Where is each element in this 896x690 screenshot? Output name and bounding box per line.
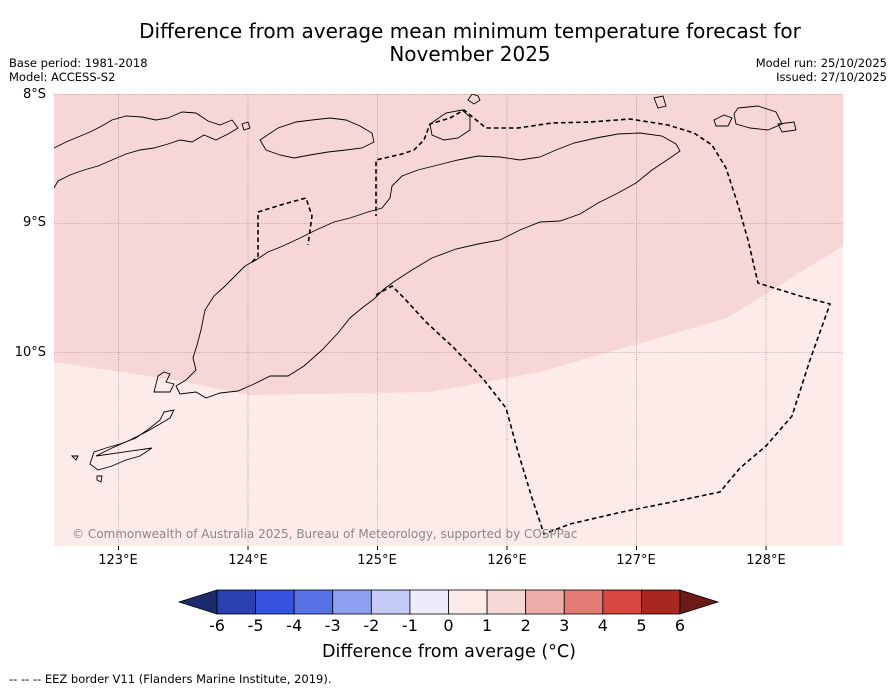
model-name: Model: ACCESS-S2 [9, 70, 116, 84]
eez-border [251, 109, 832, 536]
colorbar-tick-label: 1 [481, 616, 493, 635]
colorbar-extend-high [679, 589, 720, 615]
lon-label-123e: 123°E [98, 553, 138, 568]
title-line-1: Difference from average mean minimum tem… [139, 19, 801, 43]
map-title: Difference from average mean minimum tem… [100, 20, 840, 66]
sawu-island-coast [89, 409, 175, 471]
axis-ticks [118, 546, 767, 550]
eez-legend-footer: -- -- -- EEZ border V11 (Flanders Marine… [9, 672, 332, 686]
lat-label-9s: 9°S [22, 215, 46, 230]
colorbar-tick-label: 3 [559, 616, 570, 635]
colorbar-title: Difference from average (°C) [322, 642, 576, 662]
colorbar-tick-label: -1 [401, 616, 418, 635]
small-island-2 [653, 95, 667, 109]
coastlines [54, 94, 797, 483]
anomaly-band-1-2 [54, 94, 843, 395]
graticule [54, 94, 843, 546]
colorbar-segment [216, 589, 256, 615]
lon-label-127e: 127°E [616, 553, 656, 568]
base-period: Base period: 1981-2018 [9, 56, 148, 70]
meta-left: Base period: 1981-2018 Model: ACCESS-S2 [9, 56, 148, 84]
rote-island-coast [153, 371, 175, 393]
colorbar-segment [332, 589, 372, 615]
colorbar-segment [563, 589, 604, 615]
title-line-2: November 2025 [389, 42, 551, 66]
tiny-island-2 [96, 475, 103, 483]
colorbar-tick-label: 0 [443, 616, 454, 635]
eez-border-main [375, 109, 832, 536]
colorbar-segment [525, 589, 565, 615]
copyright-notice: © Commonwealth of Australia 2025, Bureau… [72, 527, 578, 541]
lon-label-128e: 128°E [746, 553, 786, 568]
tiny-island-1 [70, 455, 79, 461]
colorbar-segment [448, 589, 488, 615]
timor-island-coast [175, 132, 681, 399]
lon-label-125e: 125°E [357, 553, 397, 568]
colorbar [177, 589, 720, 615]
colorbar-tick-label: -3 [324, 616, 341, 635]
wetar-coast [429, 109, 471, 141]
model-run: Model run: 25/10/2025 [755, 56, 887, 70]
colorbar-segment [486, 589, 527, 615]
colorbar-tick-label: 4 [597, 616, 608, 635]
meta-right: Model run: 25/10/2025 Issued: 27/10/2025 [756, 56, 887, 84]
north-islands-coast [54, 111, 239, 189]
lon-label-124e: 124°E [228, 553, 268, 568]
colorbar-tick-label: 5 [636, 616, 647, 635]
small-island-6 [241, 121, 251, 131]
colorbar-tick-label: -4 [286, 616, 303, 635]
map-area [54, 94, 843, 546]
lat-label-10s: 10°S [14, 345, 46, 360]
colorbar-segment [293, 589, 334, 615]
colorbar-tick-label: -6 [209, 616, 225, 635]
lon-label-126e: 126°E [487, 553, 527, 568]
colorbar-segment [602, 589, 642, 615]
lat-label-8s: 8°S [22, 87, 46, 102]
colorbar-tick-label: 6 [674, 616, 686, 635]
colorbar-tick-label: -5 [247, 616, 264, 635]
small-island-1 [467, 94, 481, 105]
eez-border-oecusse [251, 197, 313, 263]
colorbar-segment [370, 589, 411, 615]
colorbar-segment [641, 589, 681, 615]
colorbar-tick-label: -2 [363, 616, 380, 635]
small-island-4 [713, 114, 733, 127]
colorbar-segment [255, 589, 295, 615]
alor-coast [259, 117, 375, 159]
small-island-3 [733, 105, 783, 131]
small-island-5 [777, 121, 797, 133]
colorbar-segment [409, 589, 449, 615]
colorbar-extend-low [177, 589, 218, 615]
colorbar-tick-label: 2 [520, 616, 531, 635]
issued-date: Issued: 27/10/2025 [776, 70, 887, 84]
